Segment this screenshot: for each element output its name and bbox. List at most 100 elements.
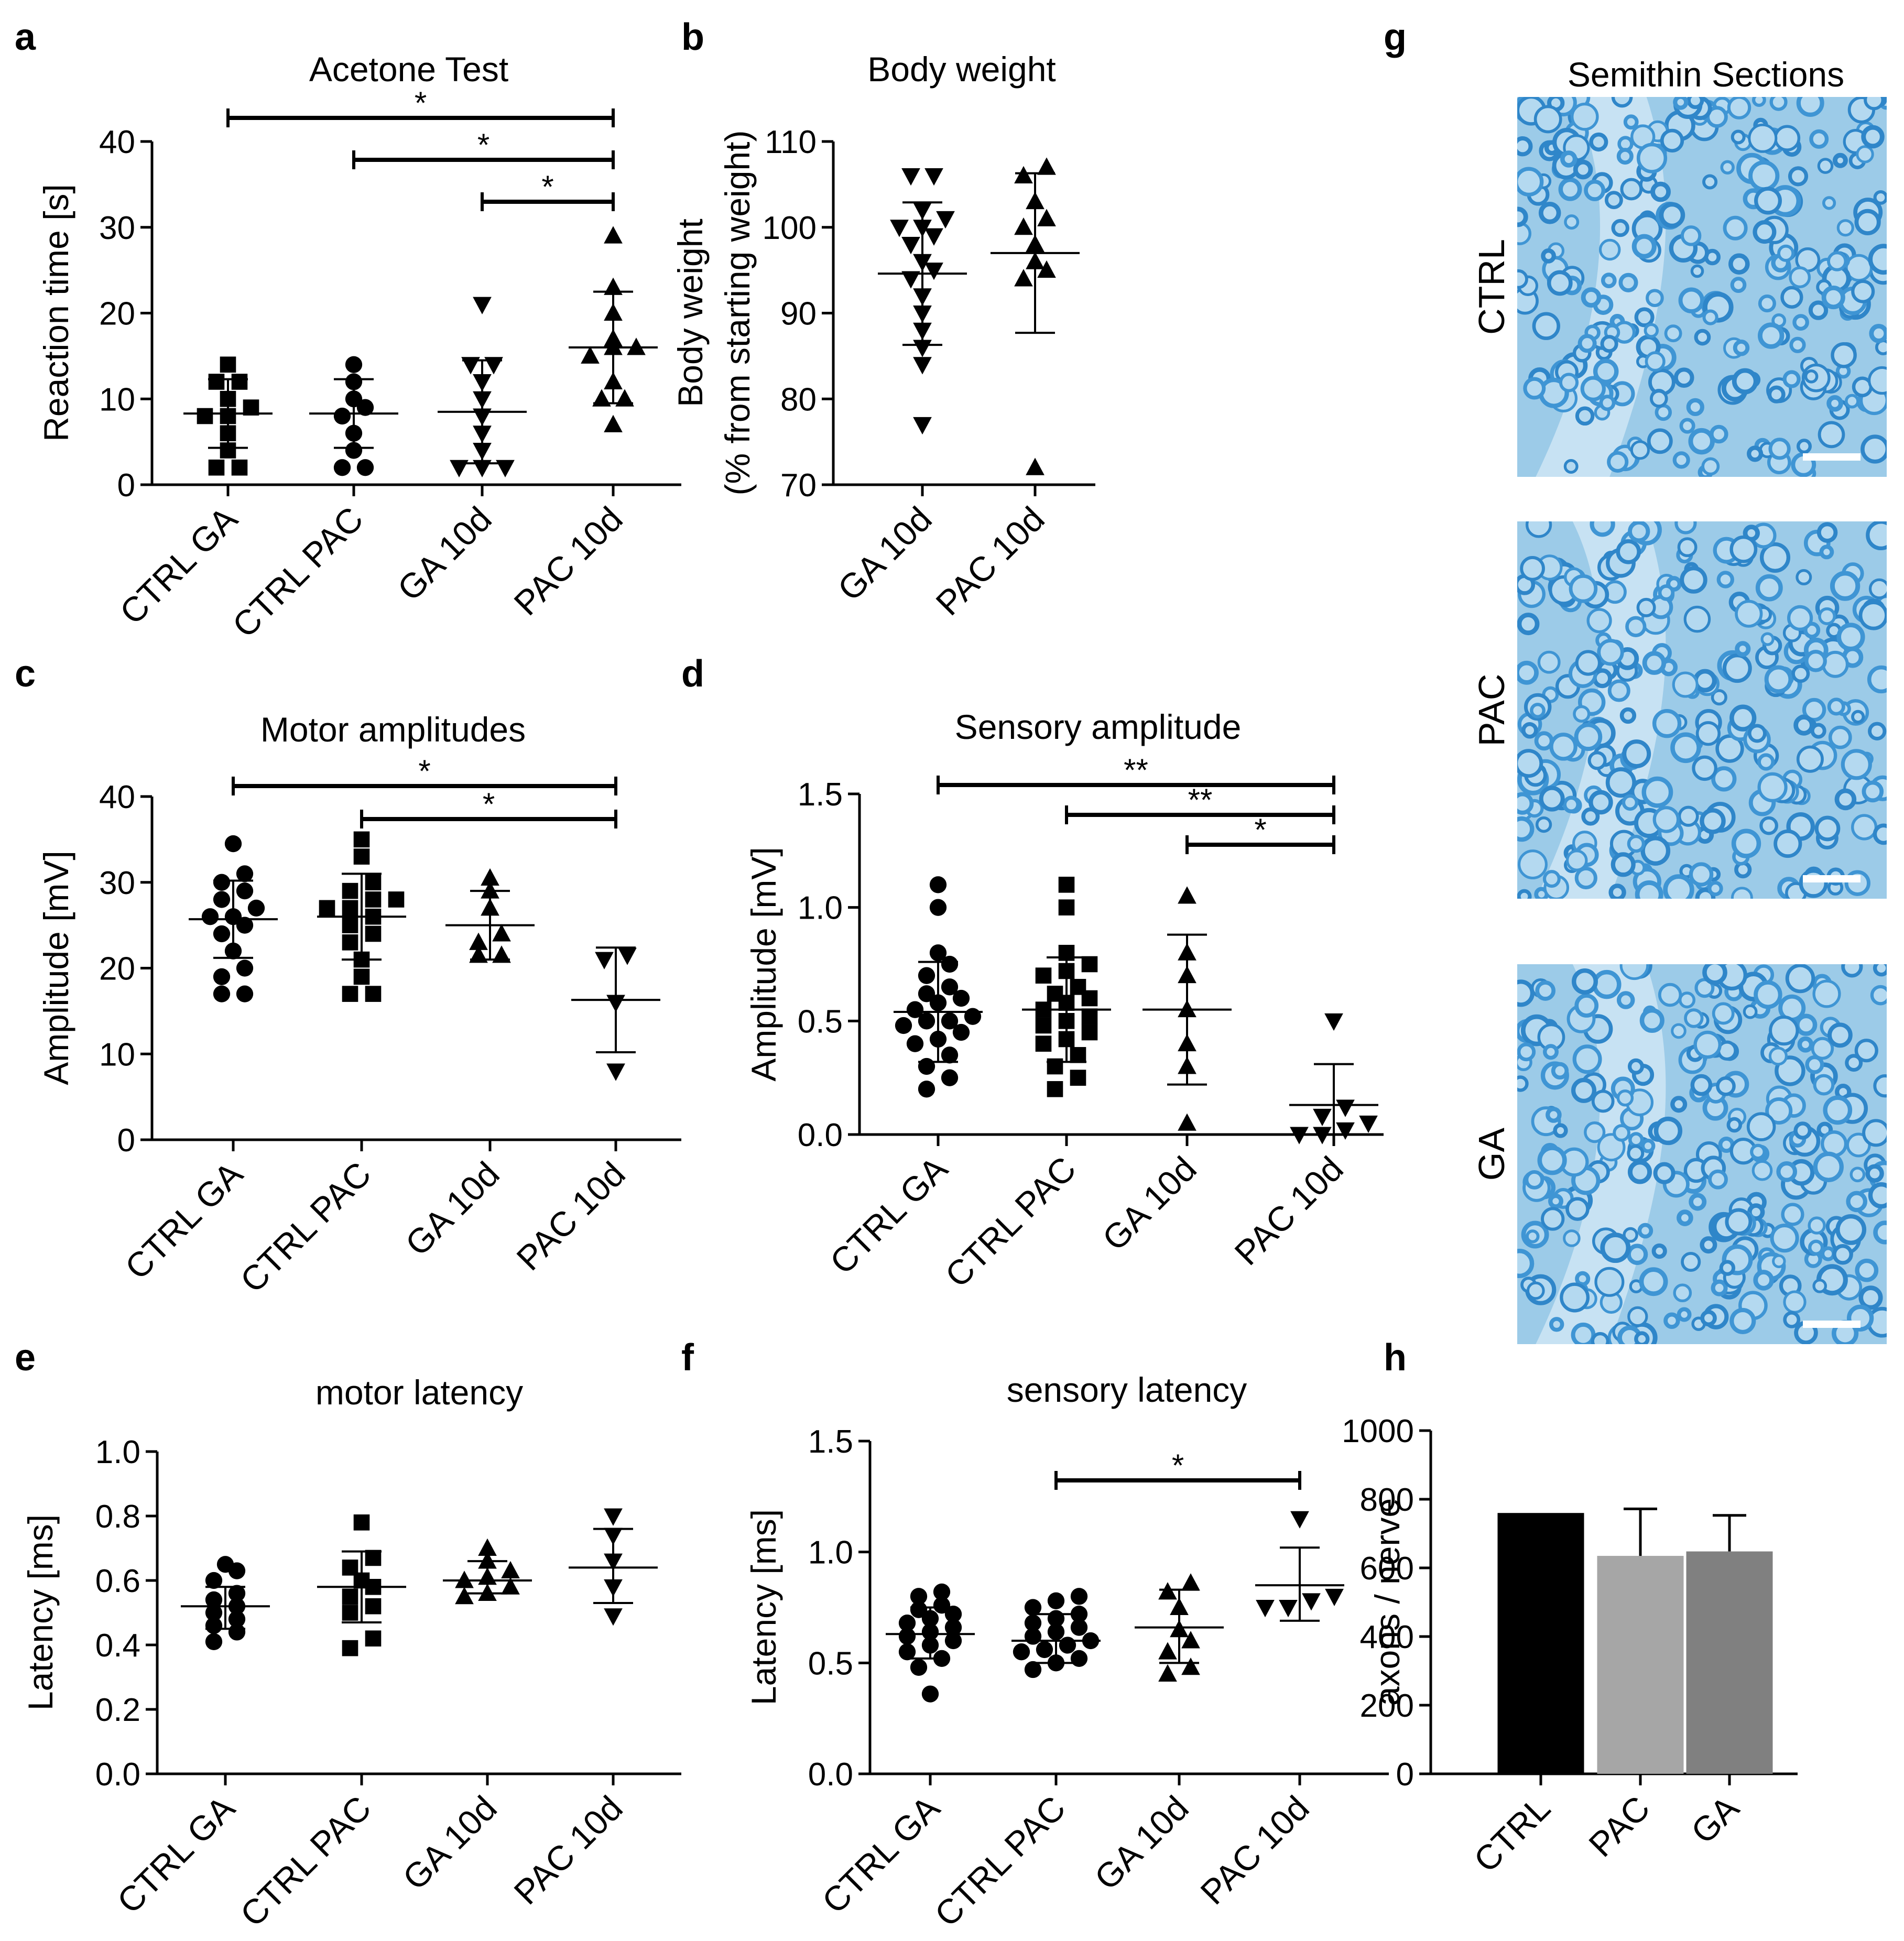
- data-point: [944, 1632, 962, 1650]
- axon: [1565, 1197, 1590, 1221]
- data-point: [890, 220, 909, 237]
- data-point: [1026, 457, 1045, 475]
- axon: [1517, 889, 1532, 899]
- axon: [1808, 1216, 1826, 1235]
- axon: [1517, 136, 1533, 157]
- data-point: [236, 985, 254, 1002]
- axon: [1845, 394, 1859, 409]
- y-tick-label: 0.8: [95, 1499, 140, 1535]
- data-point: [365, 986, 382, 1002]
- axon: [1735, 641, 1751, 657]
- data-point: [1047, 1058, 1063, 1075]
- axon: [1725, 1208, 1753, 1236]
- axon: [1517, 979, 1535, 1007]
- axon: [1526, 1281, 1545, 1300]
- data-point: [1047, 986, 1063, 1002]
- data-point: [1058, 877, 1075, 893]
- data-point: [455, 1571, 474, 1588]
- axon: [1563, 459, 1579, 474]
- axon: [1836, 623, 1865, 651]
- axon: [1644, 323, 1659, 338]
- axon: [1581, 807, 1600, 826]
- axon: [1569, 574, 1598, 603]
- data-point: [1014, 217, 1033, 235]
- axon: [1753, 1270, 1774, 1291]
- panel-letter-d: d: [681, 653, 704, 695]
- data-point: [213, 874, 231, 891]
- axon: [1812, 979, 1841, 1008]
- data-point: [1070, 1070, 1086, 1086]
- axon: [1827, 251, 1847, 271]
- axon: [1571, 968, 1598, 995]
- axon: [1605, 767, 1636, 798]
- axon: [1678, 805, 1699, 827]
- x-tick-label: CTRL GA: [814, 1789, 947, 1921]
- group-0: [183, 356, 273, 476]
- data-point: [473, 460, 492, 477]
- data-point: [333, 407, 351, 425]
- data-point: [1070, 1047, 1086, 1063]
- data-point: [342, 900, 358, 917]
- axon: [1813, 1151, 1844, 1182]
- data-point: [356, 399, 374, 416]
- chart-panel-h: 0 200 400 600 800 1000 axons / nerve CTRL PAC GA: [1342, 1413, 1798, 1880]
- data-point: [492, 924, 511, 942]
- axon: [1628, 1058, 1645, 1075]
- group-3: [571, 946, 660, 1081]
- axon: [1692, 755, 1717, 781]
- data-point: [941, 978, 959, 996]
- y-tick-label: 600: [1360, 1551, 1414, 1587]
- axon: [1834, 788, 1857, 811]
- y-tick-label: 400: [1360, 1619, 1414, 1655]
- x-tick-label: CTRL PAC: [233, 1154, 378, 1300]
- chart-panel-e: motor latency 0.0 0.2 0.4 0.6 0.8 1.0 Latency […: [21, 1373, 681, 1934]
- data-point: [941, 955, 959, 973]
- data-point: [205, 1591, 223, 1609]
- axon: [1674, 521, 1697, 535]
- significance-label: *: [541, 169, 553, 204]
- axon: [1591, 1089, 1615, 1113]
- micrograph-label: PAC: [1471, 674, 1512, 747]
- axon: [1546, 1107, 1562, 1123]
- axon: [1572, 1044, 1602, 1074]
- data-point: [501, 1561, 520, 1578]
- axon: [1862, 780, 1884, 803]
- data-point: [228, 1585, 246, 1602]
- y-tick-label: 80: [780, 381, 817, 418]
- axon: [1683, 605, 1711, 633]
- data-point: [913, 357, 932, 375]
- axon: [1747, 445, 1764, 462]
- data-point: [1313, 1127, 1332, 1144]
- axon: [1677, 1307, 1692, 1322]
- y-tick-label: 110: [765, 124, 817, 160]
- axon: [1673, 1283, 1692, 1303]
- axon: [1715, 734, 1744, 763]
- axon: [1700, 1310, 1717, 1327]
- significance-label: *: [1172, 1448, 1184, 1483]
- axon: [1684, 1008, 1704, 1028]
- axon: [1845, 1054, 1863, 1072]
- x-tick-label: PAC 10d: [1227, 1149, 1351, 1273]
- axon: [1702, 174, 1718, 190]
- axon: [1551, 1062, 1569, 1080]
- x-tick-label: CTRL GA: [117, 1154, 250, 1287]
- data-point: [213, 891, 231, 908]
- axon: [1558, 177, 1582, 201]
- axon: [1748, 160, 1780, 192]
- axon: [1731, 129, 1746, 145]
- data-point: [450, 460, 469, 477]
- data-point: [1024, 1599, 1042, 1616]
- axon: [1873, 1220, 1887, 1245]
- data-point: [1047, 1081, 1063, 1097]
- axon: [1636, 597, 1656, 617]
- data-point: [478, 1538, 497, 1556]
- axon: [1754, 980, 1782, 1009]
- data-point: [604, 1608, 623, 1626]
- data-point: [615, 389, 634, 407]
- axon: [1599, 395, 1616, 411]
- axon: [1517, 1249, 1535, 1278]
- axon: [1604, 191, 1623, 210]
- data-point: [1178, 886, 1196, 904]
- data-point: [1070, 1619, 1088, 1636]
